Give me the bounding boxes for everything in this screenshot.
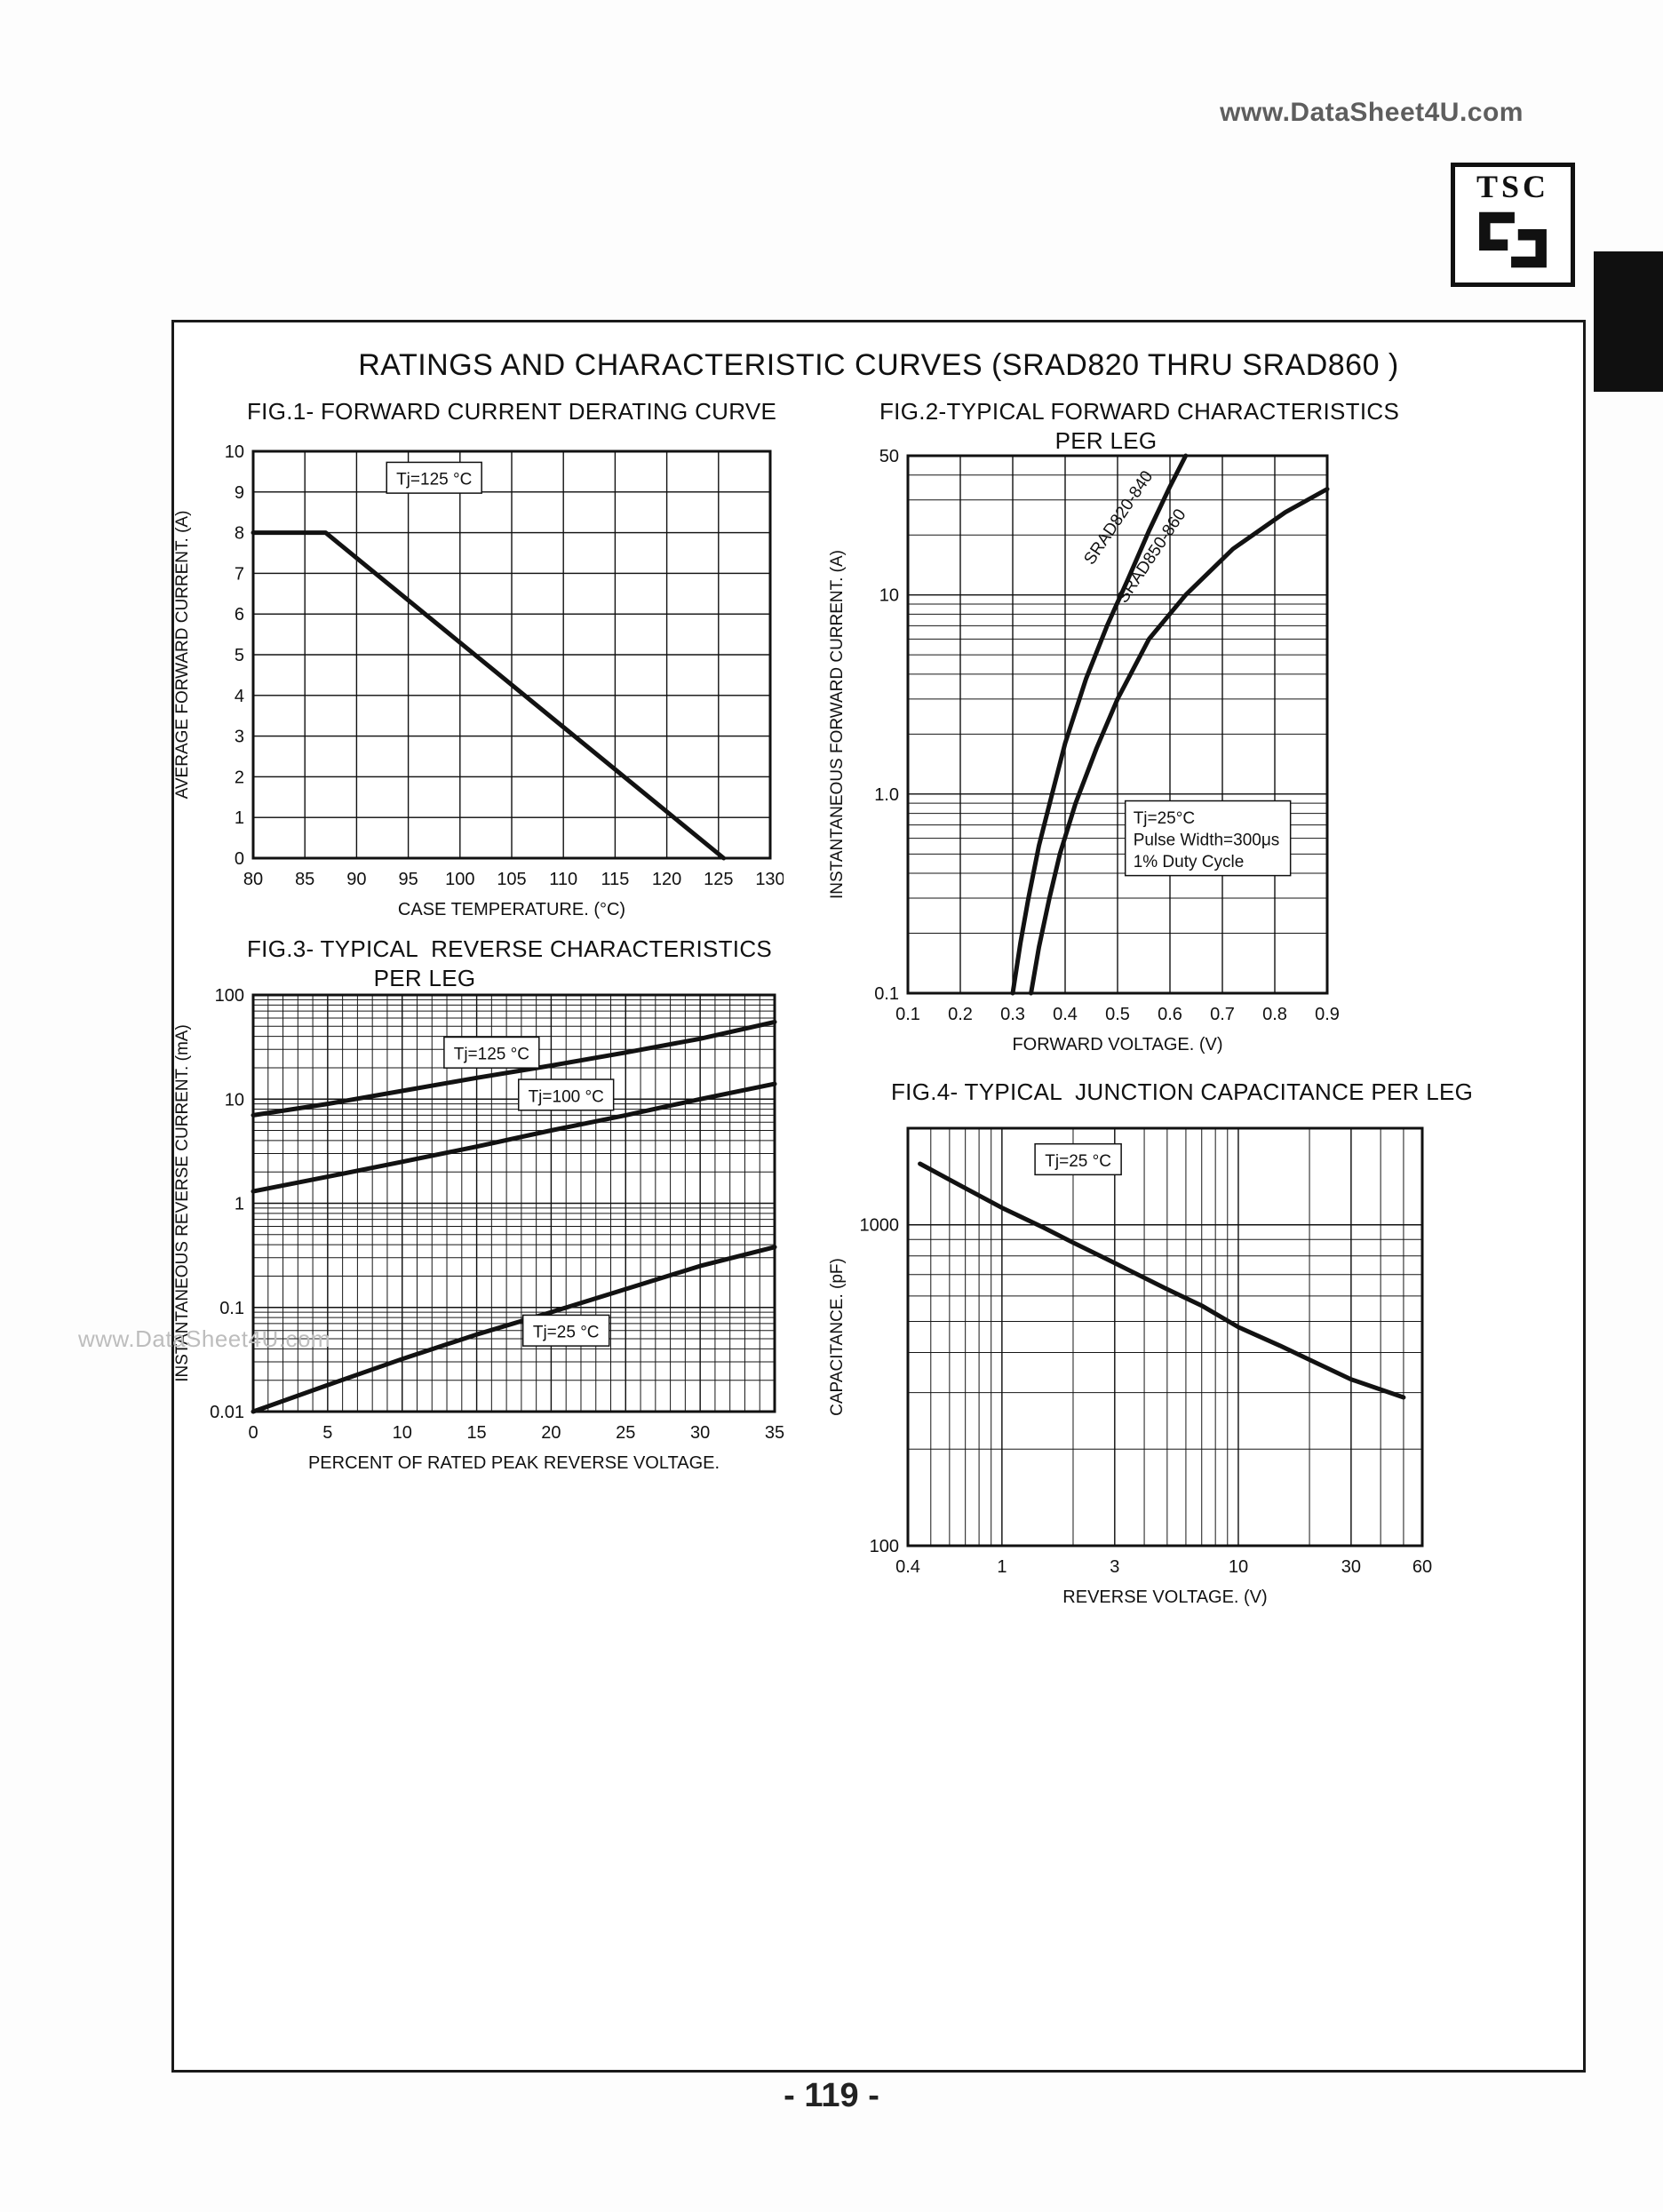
svg-text:CASE TEMPERATURE. (°C): CASE TEMPERATURE. (°C): [398, 900, 625, 919]
tsc-logo-glyph: [1479, 211, 1547, 268]
svg-text:120: 120: [652, 870, 681, 889]
svg-text:10: 10: [1229, 1557, 1248, 1577]
svg-text:35: 35: [765, 1423, 784, 1443]
svg-text:10: 10: [879, 586, 899, 606]
svg-text:0.1: 0.1: [874, 984, 899, 1004]
svg-text:Tj=125 °C: Tj=125 °C: [396, 471, 472, 489]
svg-text:3: 3: [1110, 1557, 1119, 1577]
svg-text:1% Duty Cycle: 1% Duty Cycle: [1134, 853, 1245, 871]
svg-text:0.7: 0.7: [1210, 1005, 1235, 1024]
svg-text:INSTANTANEOUS FORWARD CURRENT.: INSTANTANEOUS FORWARD CURRENT. (A): [828, 550, 847, 899]
svg-text:15: 15: [466, 1423, 486, 1443]
svg-text:100: 100: [215, 986, 244, 1006]
svg-text:0.9: 0.9: [1315, 1005, 1340, 1024]
svg-text:INSTANTANEOUS REVERSE CURRENT.: INSTANTANEOUS REVERSE CURRENT. (mA): [173, 1024, 192, 1382]
svg-text:CAPACITANCE. (pF): CAPACITANCE. (pF): [828, 1258, 847, 1416]
page-number: - 119 -: [784, 2077, 879, 2114]
svg-text:0.3: 0.3: [1000, 1005, 1025, 1024]
svg-text:50: 50: [879, 447, 899, 466]
svg-text:130: 130: [755, 870, 784, 889]
svg-text:100: 100: [870, 1537, 899, 1556]
page-edge-tab: [1594, 251, 1663, 392]
svg-text:Tj=125 °C: Tj=125 °C: [454, 1046, 529, 1064]
fig1-title: FIG.1- FORWARD CURRENT DERATING CURVE: [247, 398, 777, 425]
svg-text:20: 20: [541, 1423, 561, 1443]
svg-text:110: 110: [549, 870, 577, 889]
svg-text:0: 0: [248, 1423, 258, 1443]
svg-text:125: 125: [704, 870, 733, 889]
svg-text:95: 95: [398, 870, 418, 889]
svg-text:10: 10: [225, 442, 244, 462]
fig2-plot: 0.1 0.2 0.3 0.4 0.5 0.6 0.7 0.8 0.9 0.1 1.0 10 50 FOR…: [828, 447, 1340, 1054]
watermark-top: www.DataSheet4U.com: [1220, 98, 1524, 127]
tsc-logo-text: TSC: [1476, 169, 1550, 204]
svg-text:Tj=25°C: Tj=25°C: [1134, 809, 1195, 828]
svg-text:Tj=100 °C: Tj=100 °C: [529, 1087, 604, 1106]
svg-text:3: 3: [235, 728, 244, 747]
svg-text:REVERSE VOLTAGE. (V): REVERSE VOLTAGE. (V): [1062, 1587, 1267, 1607]
svg-text:Tj=25 °C: Tj=25 °C: [533, 1324, 600, 1342]
svg-text:90: 90: [346, 870, 366, 889]
svg-text:AVERAGE FORWARD CURRENT. (A): AVERAGE FORWARD CURRENT. (A): [173, 511, 192, 800]
fig2-title: FIG.2-TYPICAL FORWARD CHARACTERISTICS: [879, 398, 1400, 425]
svg-text:1: 1: [235, 1195, 244, 1214]
svg-text:85: 85: [295, 870, 314, 889]
svg-text:6: 6: [235, 605, 244, 625]
curves-panel: [171, 320, 1586, 2073]
svg-text:5: 5: [235, 646, 244, 665]
svg-text:0.01: 0.01: [210, 1403, 244, 1422]
svg-text:0.2: 0.2: [948, 1005, 973, 1024]
fig3-plot: 0 5 10 15 20 25 30 35 0.01 0.1 1 10 100 PERCENT OF RA…: [173, 986, 784, 1473]
svg-text:25: 25: [616, 1423, 635, 1443]
svg-text:9: 9: [235, 483, 244, 503]
svg-text:0.1: 0.1: [895, 1005, 920, 1024]
svg-text:30: 30: [690, 1423, 710, 1443]
svg-text:0.6: 0.6: [1158, 1005, 1182, 1024]
watermark-left: www.DataSheet4U.com: [78, 1325, 331, 1352]
svg-text:1: 1: [235, 808, 244, 828]
svg-text:Pulse Width=300μs: Pulse Width=300μs: [1134, 831, 1280, 849]
fig1-plot: 80 85 90 95 100 105 110 115 120 125 130 0 1 2 3 4 5 6 7 8 9 1…: [173, 442, 784, 919]
svg-text:0: 0: [235, 849, 244, 869]
svg-text:10: 10: [225, 1090, 244, 1110]
svg-text:80: 80: [243, 870, 263, 889]
fig3-title: FIG.3- TYPICAL REVERSE CHARACTERISTICS: [247, 935, 773, 962]
svg-text:FORWARD VOLTAGE. (V): FORWARD VOLTAGE. (V): [1012, 1035, 1222, 1054]
panel-title: RATINGS AND CHARACTERISTIC CURVES (SRAD8…: [358, 348, 1399, 382]
svg-text:4: 4: [235, 687, 244, 706]
svg-text:0.5: 0.5: [1105, 1005, 1130, 1024]
fig3-subtitle: PER LEG: [373, 965, 476, 991]
svg-text:1000: 1000: [860, 1216, 900, 1236]
fig4-plot: 0.4 1 3 10 30 60 100 1000 REVERSE VOLTAGE. (V) CA…: [828, 1126, 1432, 1607]
svg-text:5: 5: [322, 1423, 332, 1443]
svg-text:115: 115: [601, 870, 629, 889]
svg-text:8: 8: [235, 524, 244, 544]
tsc-logo: TSC: [1451, 163, 1575, 287]
svg-text:100: 100: [445, 870, 474, 889]
svg-text:105: 105: [497, 870, 526, 889]
svg-text:PERCENT OF RATED PEAK REVERSE: PERCENT OF RATED PEAK REVERSE VOLTAGE.: [308, 1453, 720, 1473]
svg-text:Tj=25 °C: Tj=25 °C: [1045, 1152, 1111, 1171]
svg-text:1: 1: [997, 1557, 1007, 1577]
svg-text:0.1: 0.1: [219, 1299, 244, 1318]
svg-text:0.4: 0.4: [895, 1557, 920, 1577]
svg-text:30: 30: [1341, 1557, 1361, 1577]
svg-text:0.8: 0.8: [1262, 1005, 1287, 1024]
svg-text:2: 2: [235, 768, 244, 787]
svg-text:7: 7: [235, 564, 244, 584]
fig2-subtitle: PER LEG: [1054, 427, 1158, 454]
svg-text:1.0: 1.0: [874, 785, 899, 805]
svg-text:60: 60: [1412, 1557, 1432, 1577]
svg-text:0.4: 0.4: [1053, 1005, 1078, 1024]
fig4-title: FIG.4- TYPICAL JUNCTION CAPACITANCE PER …: [891, 1078, 1474, 1105]
svg-text:10: 10: [393, 1423, 412, 1443]
